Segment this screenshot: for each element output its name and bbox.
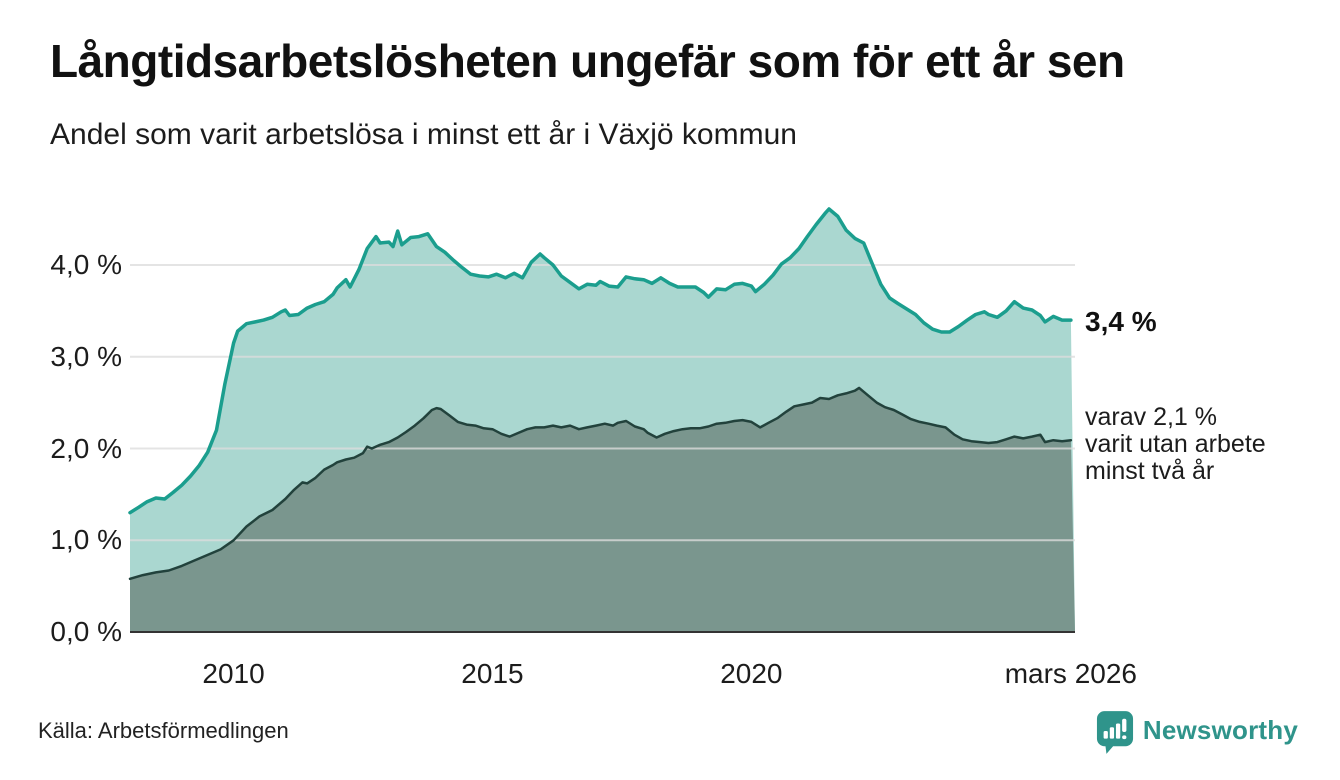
y-axis-tick-label: 2,0 % bbox=[50, 432, 122, 464]
brand-name: Newsworthy bbox=[1142, 714, 1298, 745]
y-axis-tick-label: 0,0 % bbox=[50, 616, 122, 647]
secondary-value-label: varav 2,1 % varit utan arbete minst två … bbox=[1085, 404, 1266, 485]
brand-logo: Newsworthy bbox=[1096, 708, 1298, 756]
source-credit: Källa: Arbetsförmedlingen bbox=[38, 718, 289, 743]
latest-value-label: 3,4 % bbox=[1085, 306, 1157, 337]
y-axis-tick-label: 4,0 % bbox=[50, 249, 122, 280]
x-axis-tick-label: 2015 bbox=[461, 658, 524, 689]
page-subtitle: Andel som varit arbetslösa i minst ett å… bbox=[50, 118, 797, 151]
x-axis-tick-label: 2020 bbox=[720, 658, 783, 689]
page-title: Långtidsarbetslösheten ungefär som för e… bbox=[50, 35, 1125, 87]
secondary-value-line: minst två år bbox=[1085, 457, 1215, 485]
y-axis-tick-label: 1,0 % bbox=[50, 524, 122, 556]
y-axis-tick-label: 3,0 % bbox=[50, 340, 122, 372]
speech-bubble-bar-chart-icon bbox=[1096, 711, 1133, 754]
secondary-value-line: varav 2,1 % bbox=[1085, 403, 1218, 431]
x-axis-tick-label: 2010 bbox=[202, 658, 265, 689]
x-axis-tick-label: mars 2026 bbox=[1004, 658, 1137, 689]
secondary-value-line: varit utan arbete bbox=[1085, 430, 1266, 458]
